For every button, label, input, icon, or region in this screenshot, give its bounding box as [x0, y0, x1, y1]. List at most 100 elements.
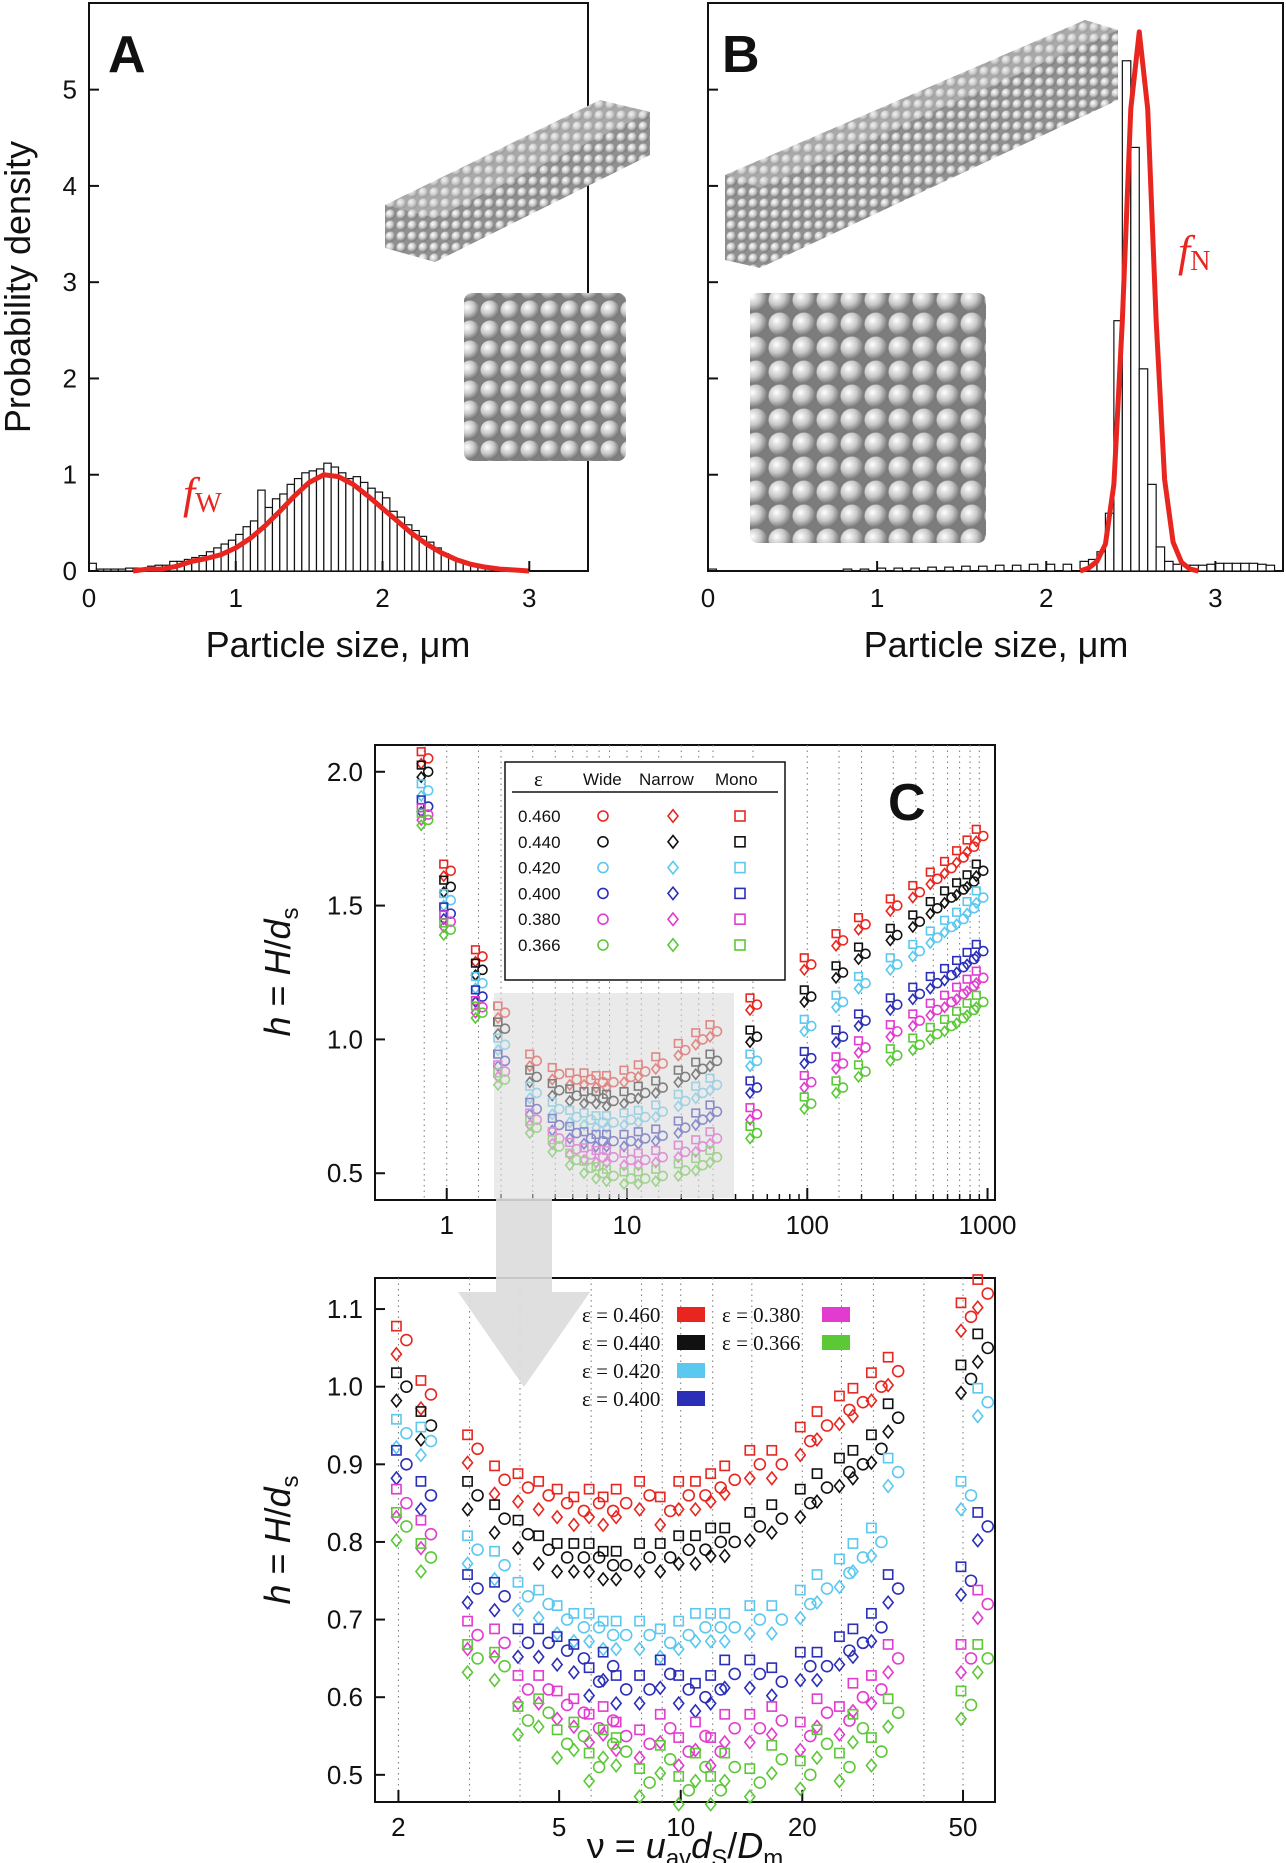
- c-top-y-tick-label: 2.0: [327, 757, 363, 787]
- c-top-point-mono: [853, 913, 864, 923]
- c-bottom-point-narrow: [865, 1633, 878, 1649]
- c-bottom-point-narrow: [689, 1703, 702, 1719]
- legend-c-top-mono-marker: [734, 887, 746, 900]
- legend-c-bottom-label: ε = 0.366: [722, 1331, 800, 1355]
- c-top-point-narrow: [438, 920, 449, 934]
- c-bottom-point-mono: [744, 1600, 756, 1611]
- legend-c-bottom-swatch: [677, 1307, 705, 1322]
- c-bottom-point-mono: [583, 1662, 595, 1674]
- panel-b-histogram-bar: [893, 567, 904, 572]
- c-bottom-point-mono: [415, 1538, 427, 1549]
- legend-c-top-h-eps: ε: [534, 767, 543, 791]
- c-bottom-point-wide: [714, 1535, 728, 1549]
- c-top-point-mono: [939, 886, 950, 896]
- c-bottom-point-wide: [820, 1481, 834, 1494]
- c-bottom-point-wide: [843, 1714, 856, 1727]
- c-bottom-point-narrow: [882, 1377, 895, 1393]
- c-bottom-point-mono: [610, 1483, 622, 1495]
- c-bottom-point-wide: [521, 1589, 535, 1603]
- c-bottom-point-wide: [714, 1683, 728, 1696]
- c-bottom-point-wide: [643, 1489, 656, 1502]
- c-top-point-wide: [977, 892, 989, 903]
- c-bottom-point-mono: [512, 1514, 524, 1526]
- c-bottom-point-wide: [606, 1737, 620, 1751]
- c-top-point-wide: [751, 1109, 763, 1120]
- c-bottom-point-narrow: [672, 1501, 685, 1517]
- c-top-point-narrow: [907, 992, 918, 1006]
- c-bottom-point-narrow: [882, 1719, 895, 1735]
- c-bottom-point-narrow: [672, 1556, 685, 1572]
- c-bottom-point-mono: [866, 1367, 877, 1379]
- c-top-point-wide: [751, 1031, 763, 1043]
- c-bottom-point-narrow: [488, 1525, 501, 1541]
- c-bottom-point-mono: [512, 1670, 524, 1681]
- ylab-cb-eq: =: [257, 1543, 298, 1584]
- c-bottom-point-narrow: [551, 1509, 564, 1525]
- c-bottom-point-wide: [981, 1520, 995, 1533]
- c-top-point-mono: [470, 958, 481, 968]
- panel-b-histogram-bar: [977, 565, 988, 572]
- legend-c-top-narrow-marker: [666, 937, 680, 953]
- ylab-ct-slash: /: [257, 939, 298, 949]
- panel-b-histogram-bar: [842, 568, 853, 572]
- c-bottom-point-mono: [634, 1475, 645, 1487]
- c-top-point-mono: [416, 779, 426, 789]
- legend-c-top-h-narrow: Narrow: [639, 770, 695, 789]
- panel-a-histogram-bar: [235, 533, 244, 572]
- legend-c-top-row-label: 0.380: [518, 910, 561, 929]
- legend-c-bottom-swatch: [822, 1335, 850, 1350]
- c-bottom-y-tick-label: 0.9: [327, 1449, 363, 1479]
- c-bottom-point-narrow: [567, 1664, 580, 1680]
- c-top-point-wide: [977, 830, 989, 842]
- c-bottom-point-narrow: [551, 1657, 564, 1673]
- c-bottom-point-wide: [592, 1675, 606, 1688]
- c-top-point-mono: [952, 878, 962, 888]
- c-top-point-mono: [416, 803, 426, 813]
- c-top-point-narrow: [951, 1017, 962, 1030]
- c-top-point-narrow: [885, 1054, 896, 1068]
- c-bottom-point-narrow: [414, 1563, 427, 1579]
- c-bottom-point-mono: [847, 1677, 859, 1689]
- c-bottom-point-mono: [512, 1701, 524, 1712]
- panel-b-histogram-bar: [1248, 562, 1259, 572]
- xlab-m: m: [763, 1845, 783, 1863]
- panel-a-histogram-bar: [315, 468, 325, 572]
- packing-b-rod-image: [725, 20, 1118, 268]
- c-bottom-point-wide: [560, 1496, 574, 1510]
- panel-a-x-tick-label: 1: [229, 583, 243, 613]
- c-bottom-point-wide: [682, 1745, 696, 1758]
- c-bottom-point-mono: [794, 1716, 806, 1728]
- panel-b-histogram-bar: [1147, 483, 1157, 572]
- panel-a-y-tick-label: 1: [63, 460, 77, 490]
- c-top-point-narrow: [939, 896, 950, 910]
- ylab-cb-h: h: [257, 1585, 298, 1605]
- c-bottom-point-mono: [597, 1701, 609, 1712]
- c-bottom-point-wide: [753, 1721, 767, 1735]
- c-bottom-point-mono: [955, 1639, 967, 1650]
- c-top-point-mono: [971, 824, 981, 834]
- c-bottom-point-mono: [834, 1452, 845, 1464]
- c-top-point-wide: [968, 841, 980, 853]
- c-bottom-point-narrow: [390, 1439, 403, 1455]
- c-bottom-point-mono: [834, 1553, 845, 1565]
- c-top-point-mono: [971, 886, 981, 896]
- c-bottom-point-wide: [804, 1496, 817, 1510]
- legend-c-top-wide-marker: [597, 835, 609, 848]
- c-bottom-point-mono: [955, 1561, 967, 1573]
- c-top-point-mono: [908, 1009, 918, 1019]
- c-bottom-point-wide: [521, 1636, 535, 1650]
- c-bottom-point-wide: [424, 1489, 438, 1502]
- c-bottom-point-wide: [699, 1543, 712, 1557]
- c-top-point-wide: [445, 865, 457, 877]
- c-bottom-point-wide: [843, 1760, 856, 1774]
- c-bottom-point-narrow: [654, 1680, 667, 1696]
- c-top-point-narrow: [416, 770, 427, 784]
- c-bottom-point-mono: [489, 1576, 500, 1588]
- c-top-point-narrow: [853, 1046, 864, 1060]
- c-top-point-mono: [831, 1052, 841, 1062]
- c-top-point-mono: [470, 945, 481, 955]
- c-bottom-point-narrow: [794, 1509, 807, 1525]
- legend-c-top-wide-marker: [597, 861, 609, 874]
- c-top-point-mono: [908, 1033, 918, 1043]
- c-top-point-narrow: [744, 1035, 756, 1049]
